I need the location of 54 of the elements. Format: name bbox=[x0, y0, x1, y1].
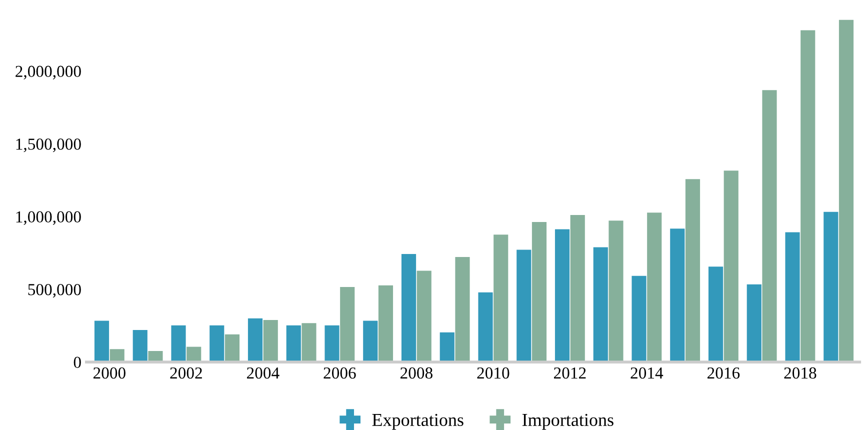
bar bbox=[286, 325, 301, 362]
bar bbox=[401, 254, 416, 362]
bar bbox=[494, 234, 508, 362]
x-tick-label: 2018 bbox=[784, 367, 816, 379]
bar bbox=[210, 325, 224, 362]
legend-label: Exportations bbox=[372, 414, 464, 430]
bar bbox=[746, 284, 762, 362]
bar bbox=[416, 270, 432, 362]
bar bbox=[378, 285, 394, 362]
x-tick-label: 2000 bbox=[93, 367, 126, 379]
bar bbox=[593, 247, 608, 362]
bar bbox=[647, 212, 662, 362]
x-tick-label: 2002 bbox=[170, 367, 202, 379]
x-tick-label: 2014 bbox=[630, 367, 664, 379]
bar bbox=[554, 229, 570, 362]
bar bbox=[132, 330, 148, 362]
bar bbox=[440, 332, 454, 362]
bar bbox=[363, 320, 378, 362]
x-tick-label: 2012 bbox=[554, 367, 586, 379]
bar bbox=[516, 250, 532, 362]
bar bbox=[838, 20, 854, 362]
x-tick-label: 2004 bbox=[246, 367, 280, 379]
bar bbox=[570, 214, 585, 362]
bar bbox=[340, 286, 355, 362]
bar bbox=[824, 212, 838, 362]
bar bbox=[324, 325, 340, 362]
bar bbox=[263, 320, 278, 362]
x-tick-label: 2016 bbox=[708, 367, 740, 379]
legend-label: Importations bbox=[522, 414, 614, 430]
bar bbox=[532, 222, 547, 362]
bar bbox=[608, 220, 624, 362]
x-tick-label: 2008 bbox=[400, 367, 432, 379]
bar bbox=[670, 228, 685, 362]
bar bbox=[302, 323, 316, 362]
x-tick-label: 2006 bbox=[324, 367, 356, 379]
bar bbox=[685, 179, 700, 362]
bar bbox=[762, 90, 777, 362]
y-tick-label: 1,000,000 bbox=[16, 211, 81, 225]
bar bbox=[800, 30, 816, 362]
x-tick-label: 2010 bbox=[477, 367, 510, 379]
bar bbox=[724, 170, 738, 362]
bar bbox=[478, 292, 493, 362]
bar bbox=[785, 232, 800, 362]
y-tick-label: 2,000,000 bbox=[16, 66, 81, 80]
bar bbox=[455, 257, 470, 362]
bar bbox=[171, 325, 186, 362]
y-tick-label: 1,500,000 bbox=[16, 138, 81, 152]
bar bbox=[224, 334, 240, 362]
bar bbox=[632, 276, 646, 362]
bar bbox=[248, 318, 263, 362]
y-tick-label: 0 bbox=[74, 356, 81, 368]
y-tick-label: 500,000 bbox=[28, 284, 81, 298]
bar bbox=[94, 320, 110, 362]
bar bbox=[708, 266, 724, 362]
